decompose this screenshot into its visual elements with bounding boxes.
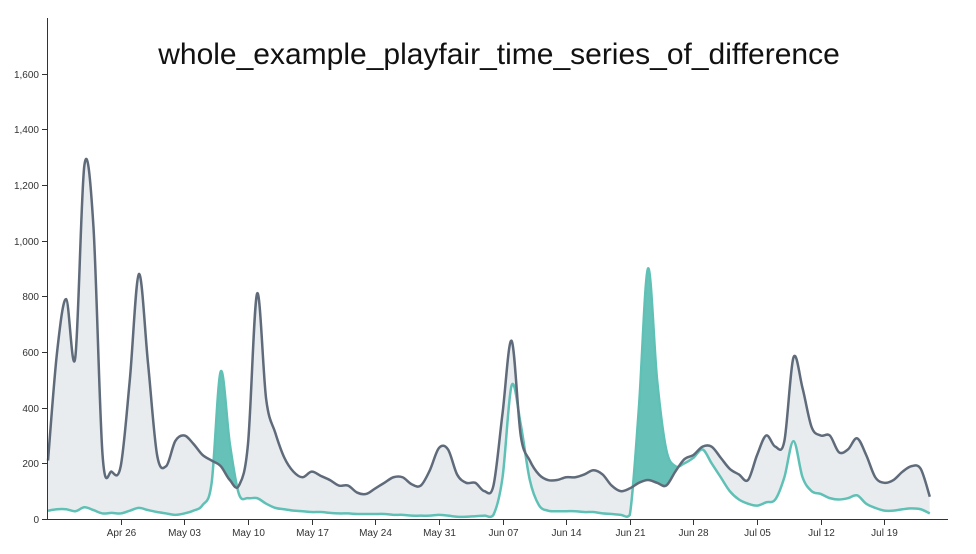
y-tick-label: 0 <box>33 515 39 526</box>
x-tick-label: May 10 <box>232 528 265 539</box>
x-tick-label: May 31 <box>423 528 456 539</box>
x-tick-label: Jul 05 <box>744 528 771 539</box>
x-tick-label: Jun 21 <box>615 528 645 539</box>
x-tick-label: Apr 26 <box>107 528 137 539</box>
series-2-line <box>47 267 931 519</box>
y-tick-label: 400 <box>22 404 39 415</box>
y-tick-label: 600 <box>22 348 39 359</box>
y-tick-label: 1,400 <box>14 125 39 136</box>
x-tick-label: May 24 <box>359 528 392 539</box>
x-tick-label: Jun 14 <box>551 528 581 539</box>
x-tick-label: May 03 <box>168 528 201 539</box>
x-tick-label: Jun 07 <box>488 528 518 539</box>
y-tick-label: 200 <box>22 459 39 470</box>
y-tick-label: 1,000 <box>14 237 39 248</box>
chart-title: whole_example_playfair_time_series_of_di… <box>158 38 840 71</box>
x-tick-label: Jun 28 <box>678 528 708 539</box>
x-tick-label: Jul 19 <box>871 528 898 539</box>
series-1-line <box>46 157 932 498</box>
x-tick-label: May 17 <box>296 528 329 539</box>
x-tick-label: Jul 12 <box>808 528 835 539</box>
y-tick-label: 1,600 <box>14 70 39 81</box>
y-tick-label: 1,200 <box>14 181 39 192</box>
y-tick-label: 800 <box>22 292 39 303</box>
difference-area-series-1-above <box>48 158 930 517</box>
